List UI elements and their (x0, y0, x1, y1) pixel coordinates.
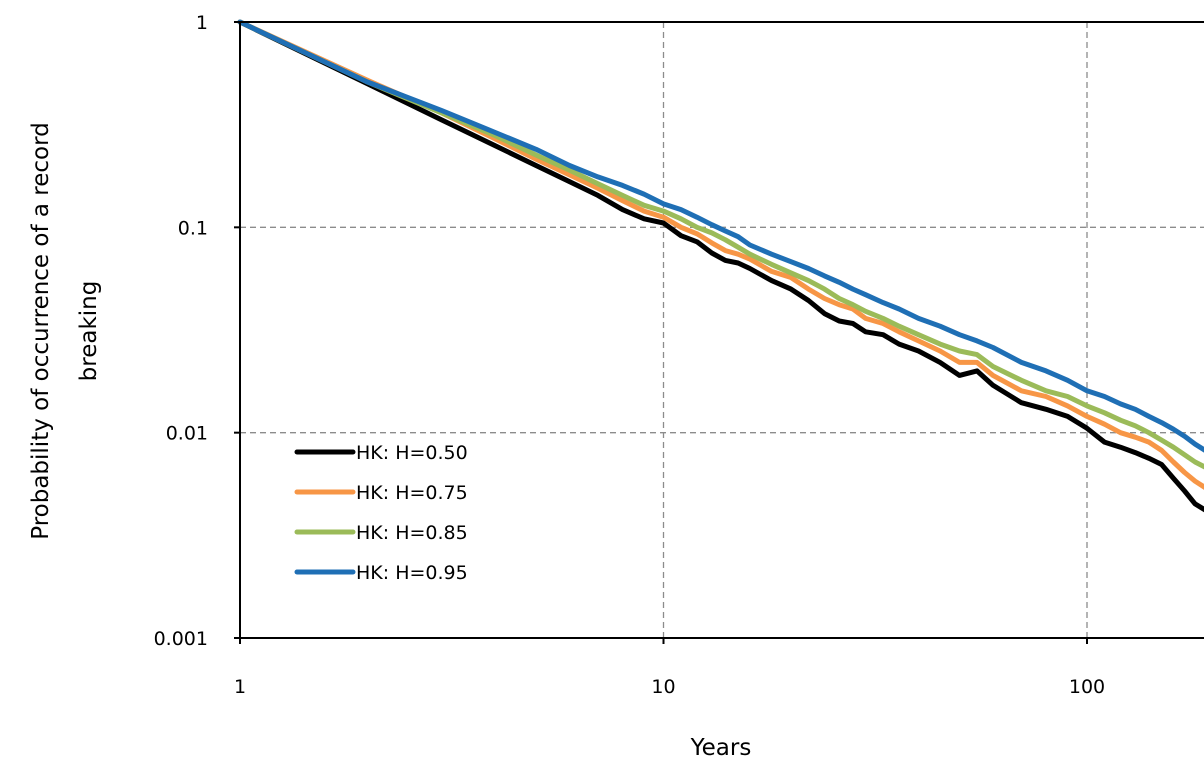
legend: HK: H=0.50 HK: H=0.75 HK: H=0.85 HK: H=0.95 (288, 437, 520, 633)
y-tick-label: 0.1 (178, 217, 208, 239)
x-tick-label: 100 (1069, 676, 1105, 698)
y-tick-label: 0.01 (166, 423, 208, 445)
y-axis-title: Probability of occurrence of a record br… (28, 122, 102, 540)
x-axis-title: Years (690, 735, 752, 761)
x-tick-label: 1 (234, 676, 246, 698)
y-axis-title-line-1: Probability of occurrence of a record (28, 122, 54, 540)
legend-label-1: HK: H=0.50 (356, 442, 468, 464)
legend-label-3: HK: H=0.85 (356, 522, 468, 544)
series-line-1 (237, 19, 1204, 513)
tick-labels: 1 10 100 1 0.1 0.01 0.001 (154, 12, 1106, 698)
y-tick-label: 1 (196, 12, 208, 34)
series-line-3 (237, 19, 1204, 470)
y-tick-label: 0.001 (154, 628, 208, 650)
series-line-2 (237, 19, 1204, 490)
series-line-4 (237, 19, 1204, 453)
x-tick-label: 10 (651, 676, 675, 698)
legend-label-2: HK: H=0.75 (356, 482, 468, 504)
legend-label-4: HK: H=0.95 (356, 562, 468, 584)
axes (239, 21, 1204, 639)
y-axis-title-line-2: breaking (76, 281, 102, 382)
legend-background (288, 437, 520, 633)
series-lines (237, 19, 1204, 513)
